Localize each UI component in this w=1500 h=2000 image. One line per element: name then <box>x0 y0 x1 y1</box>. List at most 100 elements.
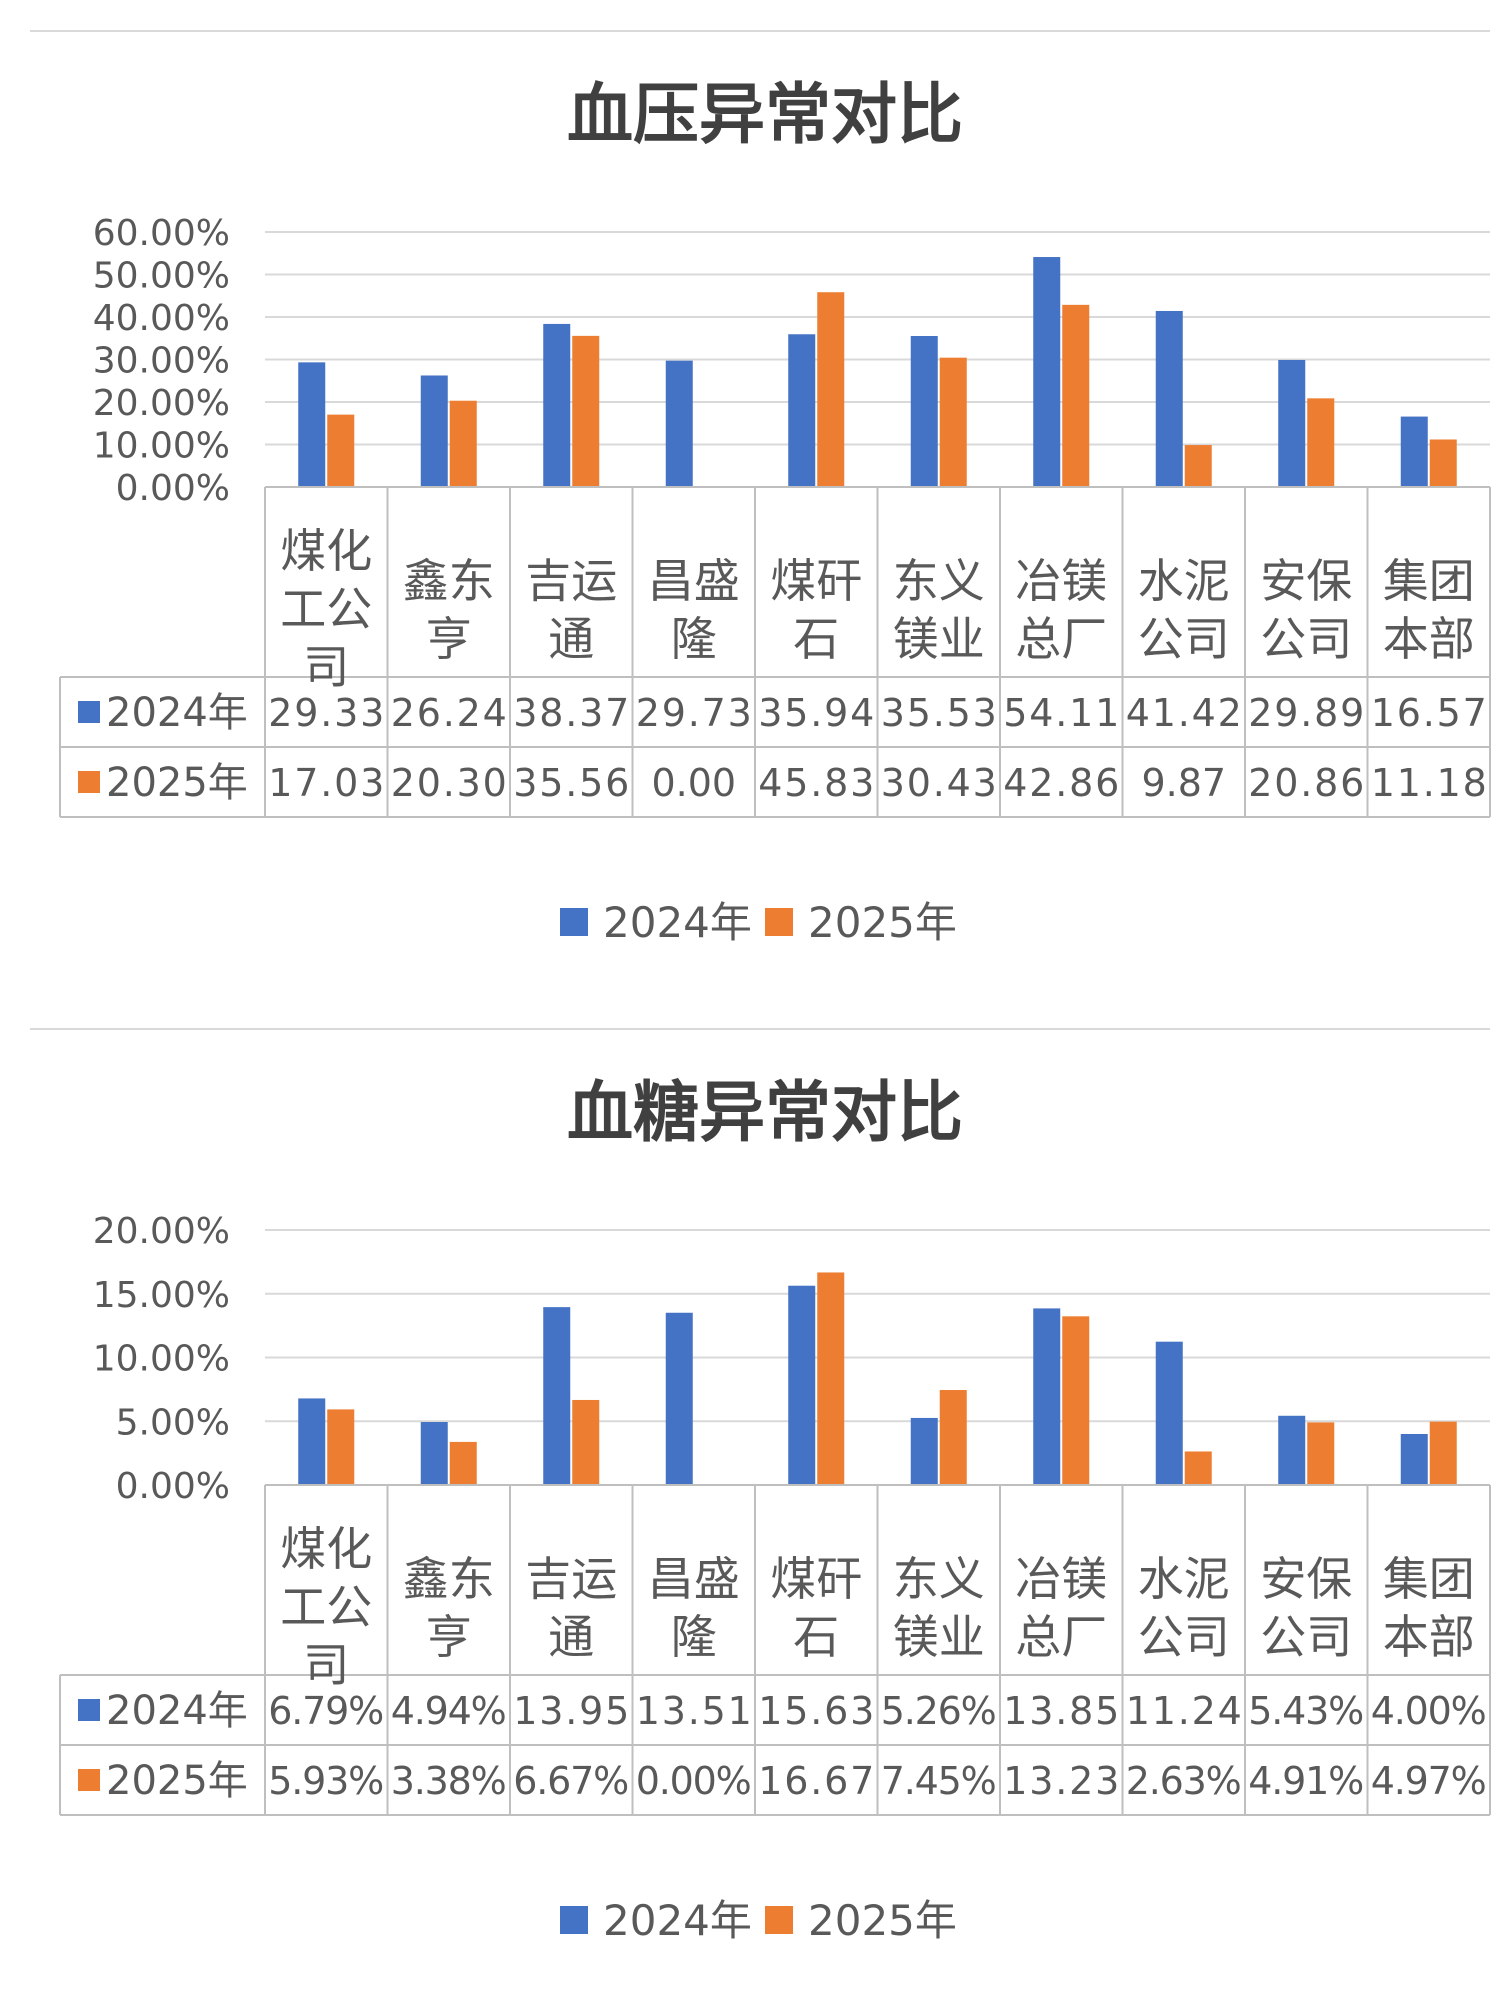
table-cell: 54.11 <box>1003 691 1119 735</box>
bar-2024 <box>1155 310 1183 487</box>
table-cell: 41.42 <box>1126 691 1242 735</box>
bar-2025 <box>817 1272 845 1485</box>
category-label: 亨 <box>426 612 472 666</box>
table-cell: 13.95 <box>513 1689 629 1733</box>
category-label: 水泥 <box>1138 1552 1230 1606</box>
legend-label-2024: 2024年 <box>603 1896 752 1945</box>
bar-2025 <box>327 414 355 487</box>
table-series-name: 2024年 <box>106 690 248 736</box>
y-tick-label: 10.00% <box>93 426 230 467</box>
category-label: 安保 <box>1260 1552 1352 1606</box>
bar-2024 <box>1033 1308 1061 1485</box>
category-label: 石 <box>793 612 839 666</box>
category-label: 总厂 <box>1015 1610 1107 1664</box>
table-cell: 9.87 <box>1141 761 1226 805</box>
table-legend-swatch <box>78 701 100 723</box>
category-label: 水泥 <box>1138 554 1230 608</box>
table-series-name: 2025年 <box>106 760 248 806</box>
bar-2024 <box>543 323 571 487</box>
category-label: 镁业 <box>893 1610 985 1664</box>
y-tick-label: 15.00% <box>93 1275 230 1316</box>
table-cell: 13.51 <box>636 1689 752 1733</box>
table-cell: 0.00 <box>651 761 736 805</box>
category-label: 东义 <box>893 554 985 608</box>
category-label: 公司 <box>1260 612 1352 666</box>
bar-2025 <box>449 1441 477 1485</box>
table-cell: 20.30 <box>391 761 507 805</box>
table-cell: 30.43 <box>881 761 997 805</box>
table-series-name: 2024年 <box>106 1688 248 1734</box>
table-cell: 29.33 <box>268 691 384 735</box>
y-tick-label: 30.00% <box>93 341 230 382</box>
category-label: 通 <box>548 1610 594 1664</box>
bar-2024 <box>1033 257 1061 487</box>
top-divider <box>30 30 1490 32</box>
bar-2025 <box>1184 1451 1212 1485</box>
bar-2025 <box>939 1390 967 1485</box>
bar-2025 <box>1307 1422 1335 1485</box>
table-cell: 4.97% <box>1371 1759 1487 1803</box>
legend-swatch-2024 <box>560 1906 588 1934</box>
blood-pressure-chart: 血压异常对比 0.00% 10.00% 20.00% 30.00% 40.00% 50.00… <box>0 32 1500 992</box>
category-label: 工公 <box>280 582 372 636</box>
table-cell: 5.43% <box>1248 1689 1364 1733</box>
bar-2025 <box>1062 304 1090 487</box>
category-label: 总厂 <box>1015 612 1107 666</box>
y-tick-label: 60.00% <box>93 213 230 254</box>
table-cell: 0.00% <box>636 1759 752 1803</box>
table-cell: 4.94% <box>391 1689 507 1733</box>
bar-2024 <box>420 375 448 487</box>
bar-2025 <box>572 335 600 487</box>
y-tick-label: 50.00% <box>93 256 230 297</box>
category-label: 集团 <box>1383 554 1475 608</box>
bar-2025 <box>1429 1421 1457 1485</box>
category-label: 本部 <box>1383 1610 1475 1664</box>
category-label: 司 <box>303 640 349 694</box>
legend-swatch-2025 <box>765 1906 793 1934</box>
bar-2025 <box>1307 398 1335 487</box>
bar-2024 <box>788 334 816 487</box>
table-cell: 29.73 <box>636 691 752 735</box>
bar-2025 <box>572 1399 600 1485</box>
table-legend-swatch <box>78 1769 100 1791</box>
table-cell: 2.63% <box>1126 1759 1242 1803</box>
table-cell: 35.94 <box>758 691 874 735</box>
table-cell: 11.18 <box>1371 761 1487 805</box>
y-tick-label: 10.00% <box>93 1339 230 1380</box>
table-cell: 45.83 <box>758 761 874 805</box>
bar-2025 <box>1062 1316 1090 1485</box>
middle-divider <box>30 1028 1490 1030</box>
category-label: 昌盛 <box>648 554 740 608</box>
bar-2024 <box>1400 416 1428 487</box>
bar-2024 <box>298 362 326 487</box>
category-label: 煤化 <box>280 524 372 578</box>
table-cell: 16.67 <box>758 1759 874 1803</box>
category-label: 冶镁 <box>1015 1552 1107 1606</box>
category-label: 隆 <box>671 612 717 666</box>
legend-swatch-2024 <box>560 908 588 936</box>
legend-label-2024: 2024年 <box>603 898 752 947</box>
table-cell: 13.23 <box>1003 1759 1119 1803</box>
table-cell: 26.24 <box>391 691 507 735</box>
category-label: 冶镁 <box>1015 554 1107 608</box>
table-cell: 16.57 <box>1371 691 1487 735</box>
table-cell: 6.67% <box>513 1759 629 1803</box>
table-cell: 7.45% <box>881 1759 997 1803</box>
bar-2025 <box>817 292 845 487</box>
legend-swatch-2025 <box>765 908 793 936</box>
category-label: 煤矸 <box>770 1552 862 1606</box>
category-label: 工公 <box>280 1580 372 1634</box>
category-label: 鑫东 <box>403 1552 495 1606</box>
y-tick-label: 20.00% <box>93 383 230 424</box>
category-label: 煤化 <box>280 1522 372 1576</box>
category-label: 煤矸 <box>770 554 862 608</box>
bar-2024 <box>788 1285 816 1485</box>
blood-sugar-chart-svg: 血糖异常对比 0.00% 5.00% 10.00% 15.00% 20.00% 煤化工公司鑫… <box>59 1073 1491 1945</box>
table-cell: 20.86 <box>1248 761 1364 805</box>
category-label: 昌盛 <box>648 1552 740 1606</box>
bar-2025 <box>449 400 477 487</box>
chart-title: 血糖异常对比 <box>567 1073 963 1151</box>
category-label: 隆 <box>671 1610 717 1664</box>
category-label: 司 <box>303 1638 349 1692</box>
table-legend-swatch <box>78 1699 100 1721</box>
